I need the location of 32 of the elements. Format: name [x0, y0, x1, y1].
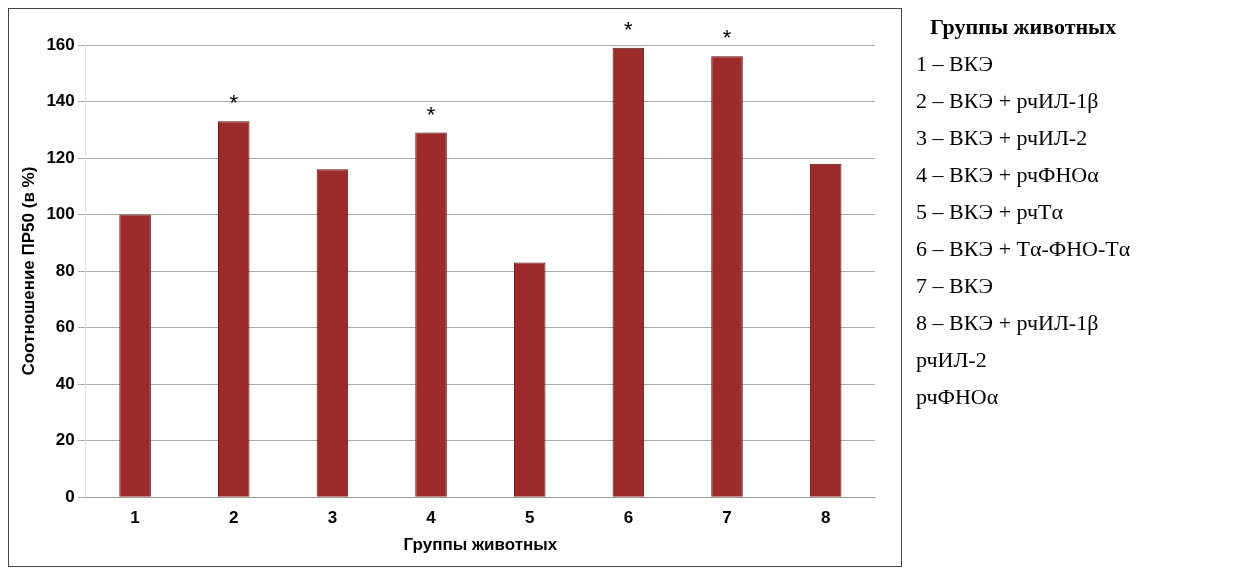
x-tick-label: 4: [426, 508, 437, 528]
text: 4 – ВКЭ + рчФНОα: [916, 161, 1100, 189]
text: Группы животных: [929, 13, 1118, 41]
text: 6 – ВКЭ + Tα-ФНО-Tα: [916, 235, 1131, 263]
x-tick-label: 1: [130, 508, 140, 528]
text: 5 – ВКЭ + рчTα: [916, 198, 1065, 226]
x-tick-label: 3: [327, 508, 338, 528]
y-tick-label: 160: [46, 34, 75, 54]
x-tick-label: 8: [820, 508, 831, 528]
y-tick-label: 80: [55, 260, 75, 280]
x-tick-label: 7: [722, 508, 732, 528]
annotation: *: [624, 16, 634, 42]
text: 8 – ВКЭ + рчИЛ-1β рчИЛ-2 рчФНОα: [916, 309, 1100, 411]
y-axis-title: Соотношение ПР50 (в %): [18, 166, 38, 376]
text: 2 – ВКЭ + рчИЛ-1β: [916, 87, 1100, 115]
y-tick-label: 120: [46, 147, 75, 167]
y-tick-label: 100: [46, 204, 75, 224]
y-tick-label: 60: [55, 317, 75, 337]
x-tick-label: 2: [229, 508, 239, 528]
text: 7 – ВКЭ: [916, 272, 995, 300]
x-tick-label: 6: [623, 508, 634, 528]
x-tick-label: 5: [524, 508, 535, 528]
annotation: *: [426, 101, 436, 127]
text: 1 – ВКЭ: [916, 50, 995, 78]
y-tick-label: 0: [65, 486, 75, 506]
x-axis-title: Группы животных: [403, 535, 558, 555]
annotation: *: [722, 25, 732, 51]
y-tick-label: 40: [55, 373, 75, 393]
y-tick-label: 140: [46, 91, 75, 111]
text: 3 – ВКЭ + рчИЛ-2: [916, 124, 1089, 152]
y-tick-label: 20: [55, 430, 75, 450]
annotation: *: [229, 90, 239, 116]
